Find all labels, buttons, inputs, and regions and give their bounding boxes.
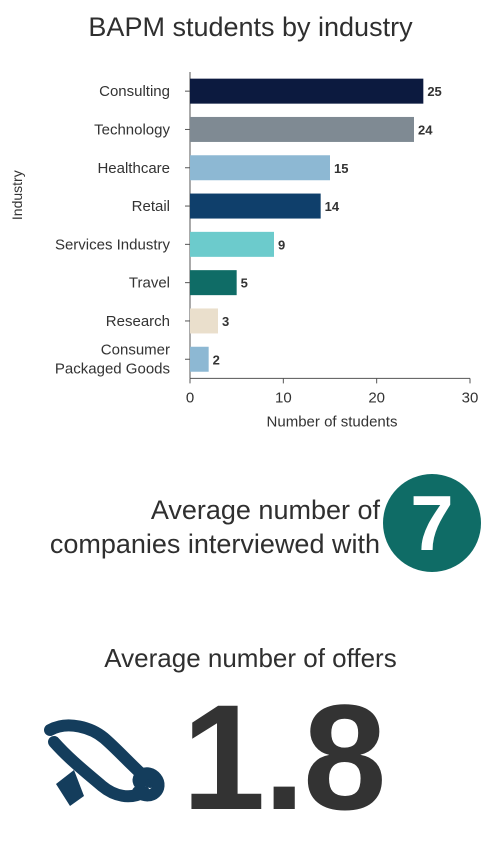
y-tick-label: Consumer Packaged Goods <box>55 341 170 377</box>
avg-companies-label: Average number of companies interviewed … <box>49 495 380 559</box>
y-tick-label: Consulting <box>99 83 170 100</box>
y-tick-label: Retail <box>132 198 170 215</box>
y-tick-label: Research <box>106 313 170 330</box>
bar <box>190 78 424 104</box>
y-tick-label: Healthcare <box>97 160 170 177</box>
diploma-scroll-icon <box>44 719 165 806</box>
y-tick-label: Technology <box>94 121 170 138</box>
chart-title: BAPM students by industry <box>88 12 413 42</box>
data-label: 25 <box>427 84 441 99</box>
x-tick-label: 0 <box>186 389 194 406</box>
bar <box>190 231 274 257</box>
data-label: 15 <box>334 161 348 176</box>
data-label: 2 <box>213 352 220 367</box>
x-axis-label: Number of students <box>267 413 398 430</box>
avg-companies-badge: 7 <box>383 474 481 572</box>
bar <box>190 308 218 334</box>
bar <box>190 116 414 142</box>
bar <box>190 346 209 372</box>
data-label: 3 <box>222 314 229 329</box>
y-tick-label: Services Industry <box>55 236 171 253</box>
bar <box>190 193 321 219</box>
y-tick-label: Travel <box>129 275 170 292</box>
avg-offers-label: Average number of offers <box>104 643 397 673</box>
avg-offers-value: 1.8 <box>182 673 387 841</box>
data-label: 14 <box>325 199 340 214</box>
bar <box>190 270 237 296</box>
x-tick-label: 20 <box>368 389 385 406</box>
x-tick-label: 10 <box>275 389 292 406</box>
x-tick-label: 30 <box>462 389 479 406</box>
data-label: 9 <box>278 237 285 252</box>
bar <box>190 155 330 181</box>
data-label: 5 <box>241 276 248 291</box>
y-axis-label: Industry <box>9 170 25 220</box>
data-label: 24 <box>418 122 433 137</box>
